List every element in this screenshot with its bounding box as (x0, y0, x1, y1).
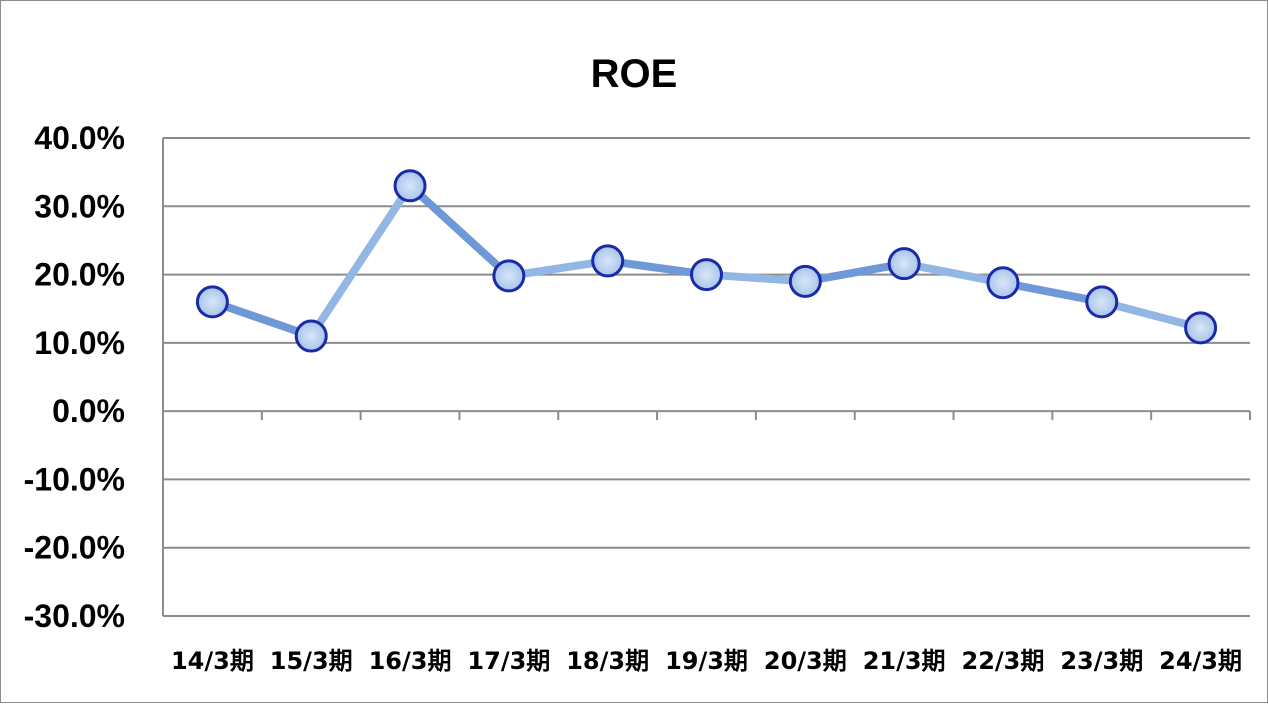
data-point-marker (690, 258, 723, 292)
x-tick-label: 17/3期 (467, 647, 550, 675)
line-segment (1097, 297, 1205, 332)
x-tick-label: 24/3期 (1159, 647, 1242, 675)
x-tick-label: 18/3期 (566, 647, 649, 675)
y-tick-label: 20.0% (34, 257, 125, 293)
data-point-marker (591, 244, 625, 278)
data-point-marker (393, 169, 427, 203)
line-segment (208, 297, 316, 341)
line-segment (603, 256, 711, 279)
data-point-marker (887, 247, 921, 281)
line-segment (900, 259, 1007, 287)
line-segment (702, 270, 810, 286)
data-point-marker (1085, 285, 1119, 319)
y-tick-label: -10.0% (24, 461, 125, 497)
x-tick-label: 21/3期 (863, 647, 946, 675)
y-tick-label: -20.0% (24, 530, 125, 566)
line-segment (406, 181, 513, 280)
line-segment (998, 278, 1106, 306)
x-axis-tick-labels: 14/3期 15/3期 16/3期 17/3期 18/3期 19/3期 20/3期 21/3期… (171, 647, 1242, 675)
gridlines (163, 137, 1250, 617)
x-tick-label: 14/3期 (171, 647, 254, 675)
chart-title: ROE (591, 52, 678, 96)
y-axis-tick-labels: 40.0% 30.0% 20.0% 10.0% 0.0% -10.0% -20.0% -30.… (24, 120, 125, 634)
y-tick-label: 40.0% (34, 120, 125, 156)
roe-series-line (208, 181, 1205, 341)
data-point-marker (492, 259, 526, 293)
data-point-marker (1184, 311, 1218, 345)
x-tick-label: 20/3期 (764, 647, 847, 675)
y-tick-label: 10.0% (34, 325, 125, 361)
line-segment (801, 259, 909, 286)
x-tick-label: 23/3期 (1060, 647, 1143, 675)
x-tick-label: 22/3期 (962, 647, 1045, 675)
data-point-marker (294, 319, 328, 353)
data-point-marker (195, 285, 229, 319)
y-tick-label: 30.0% (34, 188, 125, 224)
y-tick-label: 0.0% (52, 393, 125, 429)
line-segment (307, 181, 415, 341)
y-tick-label: -30.0% (24, 598, 125, 634)
x-tick-label: 15/3期 (270, 647, 353, 675)
data-point-marker (788, 264, 822, 298)
x-tick-label: 16/3期 (369, 647, 452, 675)
data-point-marker (986, 266, 1020, 300)
line-segment (504, 256, 612, 280)
roe-series-markers (195, 169, 1218, 353)
x-tick-label: 19/3期 (665, 647, 748, 675)
x-axis (162, 138, 1251, 616)
